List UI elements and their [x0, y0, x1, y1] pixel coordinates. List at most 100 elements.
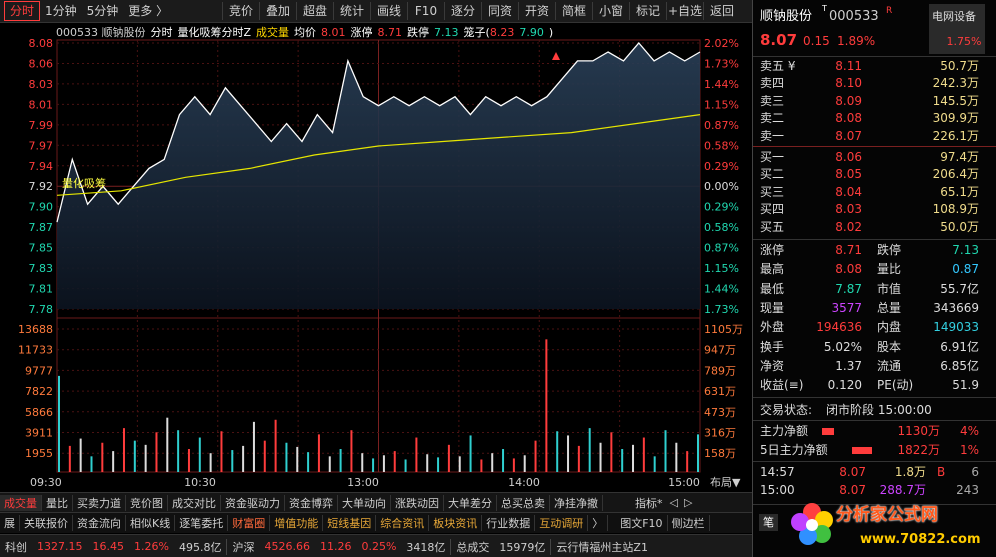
bottom-tab[interactable]: 短线基因 — [323, 515, 377, 531]
ask-volume: 145.5万 — [932, 93, 979, 108]
indicator-tab[interactable]: 涨跌动因 — [391, 494, 444, 511]
indicator-menu[interactable]: 指标* — [635, 496, 663, 510]
layout-button: 布局▼ — [710, 476, 741, 489]
toolbar-button[interactable]: F10 — [407, 2, 444, 20]
volume-bar — [382, 455, 385, 472]
logo-name: 分析家公式网 — [836, 505, 938, 525]
indicator-tab[interactable]: 量比 — [42, 494, 73, 511]
tick-count: 243 — [956, 483, 979, 497]
toolbar-button[interactable]: 超盘 — [296, 2, 333, 20]
indicator-tab[interactable]: 成交对比 — [168, 494, 221, 511]
volume-bar — [556, 431, 559, 472]
sector-pct: 1.75% — [946, 35, 982, 48]
stat-label: 外盘 — [760, 320, 785, 335]
bid-price: 8.04 — [835, 184, 862, 199]
t-mark: T — [822, 4, 827, 13]
volume-bar — [599, 442, 602, 472]
toolbar-button[interactable]: 画线 — [370, 2, 407, 20]
price-label: 8.01 — [29, 98, 54, 111]
stat-value: 5.02% — [823, 339, 862, 354]
toolbar-button[interactable]: 简框 — [555, 2, 592, 20]
indicator-tab[interactable]: 大单动向 — [338, 494, 391, 511]
indicator-tabs: 成交量 量比 买卖力道 竞价图 成交对比 资金驱动力 资金博弈 大单动向 涨跌动因 大单差分 总买总… — [0, 492, 752, 512]
header-item: 8.23 — [489, 25, 515, 39]
indicator-tab[interactable]: 买卖力道 — [73, 494, 126, 511]
bottom-tab[interactable]: 图文F10 — [616, 515, 668, 531]
toolbar-tab[interactable]: 5分钟 — [86, 4, 119, 18]
toolbar-button[interactable]: 叠加 — [259, 2, 296, 20]
volume-bar — [469, 435, 472, 472]
r-mark: R — [886, 6, 893, 16]
indicator-tab[interactable]: 竞价图 — [126, 494, 168, 511]
volume-bar — [437, 457, 440, 472]
indicator-tab[interactable]: 总买总卖 — [497, 494, 550, 511]
price-label: 7.90 — [29, 201, 54, 214]
toolbar-tab[interactable]: 更多 〉 — [128, 4, 169, 18]
bid-price: 8.05 — [835, 167, 862, 182]
stat-label: 净资 — [760, 358, 785, 373]
flow-pct: 1% — [959, 443, 979, 457]
side-tab[interactable]: 笔 — [759, 514, 778, 531]
bottom-tab[interactable]: 逐笔委托 — [175, 515, 229, 531]
ask-price: 8.07 — [835, 128, 862, 143]
bottom-tab[interactable]: 财富圈 — [228, 515, 271, 531]
ask-label: 卖四 — [760, 76, 785, 91]
toolbar-button[interactable]: 同资 — [481, 2, 518, 20]
bid-volume: 97.4万 — [940, 150, 979, 164]
bottom-tab[interactable]: 板块资讯 — [429, 515, 483, 531]
volume-bar — [79, 438, 82, 472]
bottom-tab[interactable]: 关联报价 — [20, 515, 73, 531]
toolbar-button[interactable]: 逐分 — [444, 2, 481, 20]
toolbar-button[interactable]: 统计 — [333, 2, 370, 20]
status-item: 11.26 — [319, 540, 352, 553]
toolbar-button[interactable]: 竞价 — [222, 2, 259, 20]
next-button[interactable]: ▷ — [683, 496, 693, 509]
stat-value: 51.9 — [952, 378, 979, 393]
toolbar-button[interactable]: 小窗 — [592, 2, 629, 20]
bottom-tab[interactable]: 相似K线 — [126, 515, 176, 531]
toolbar-button[interactable]: +自选 — [666, 2, 703, 20]
stat-label: PE(动) — [877, 378, 914, 393]
header-item: 8.01 — [321, 25, 346, 39]
volume-bar — [187, 449, 190, 472]
sector-name: 电网设备 — [932, 10, 976, 23]
indicator-tab[interactable]: 大单差分 — [444, 494, 497, 511]
volume-bar — [242, 445, 245, 472]
flow-label: 主力净额 — [760, 424, 809, 438]
toolbar-button[interactable]: 返回 — [703, 2, 740, 20]
volume-bar — [577, 445, 580, 472]
bottom-tab[interactable]: 行业数据 — [482, 515, 536, 531]
volume-bar — [144, 444, 147, 472]
pct-label: 1.73% — [704, 57, 739, 70]
indicator-tab[interactable]: 资金驱动力 — [221, 494, 285, 511]
bottom-tab[interactable]: 资金流向 — [73, 515, 126, 531]
indicator-tab[interactable]: 资金博弈 — [285, 494, 338, 511]
bid-price: 8.06 — [835, 150, 862, 164]
indicator-tab[interactable]: 净挂净撤 — [550, 494, 603, 511]
indicator-tab[interactable]: 成交量 — [0, 494, 42, 511]
volume-bar — [686, 451, 689, 472]
bottom-tab[interactable]: 〉 — [588, 515, 609, 531]
stat-label: 最低 — [760, 281, 785, 296]
volume-bar — [534, 440, 537, 472]
volume-label: 7822 — [25, 385, 53, 398]
prev-button[interactable]: ◁ — [669, 496, 678, 509]
price-area — [57, 43, 700, 309]
bid-label: 买四 — [760, 202, 785, 217]
price-label: 8.08 — [29, 37, 54, 50]
bid-volume: 65.1万 — [940, 184, 979, 199]
bottom-tab[interactable]: 侧边栏 — [668, 515, 710, 531]
bottom-tab[interactable]: 互动调研 — [535, 515, 589, 531]
volume-bar — [133, 440, 136, 472]
toolbar-tab[interactable]: 1分钟 — [45, 4, 77, 18]
toolbar-button[interactable]: 开资 — [518, 2, 555, 20]
stat-value: 7.87 — [835, 281, 862, 296]
bid-price: 8.02 — [835, 219, 862, 234]
intraday-chart: 8.08 2.02% 8.06 1.73% 8.03 1.44% 8.01 1.15% 7.99… — [18, 37, 743, 489]
bottom-tab[interactable]: 展 — [0, 515, 20, 531]
toolbar-button[interactable]: 标记 — [629, 2, 666, 20]
bottom-tab[interactable]: 综合资讯 — [376, 515, 430, 531]
toolbar-tab[interactable]: 分时 — [4, 1, 41, 21]
stat-label: 最高 — [760, 262, 785, 277]
bottom-tab[interactable]: 增值功能 — [270, 515, 324, 531]
